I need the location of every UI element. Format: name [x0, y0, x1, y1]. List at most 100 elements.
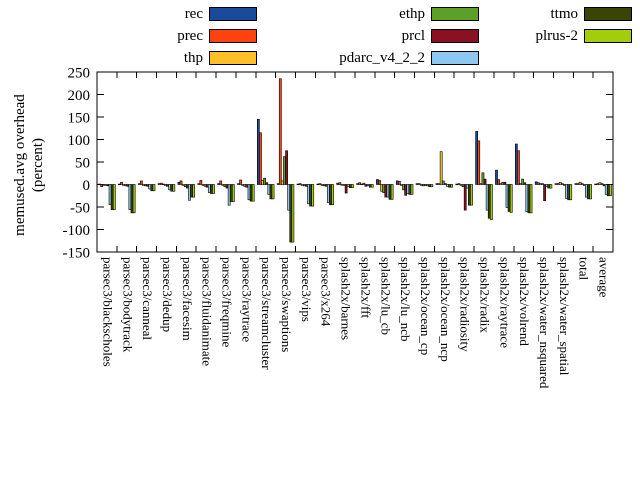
- bar-pdarc_v4_2_2-splash2x-lu-ncb: [406, 184, 410, 194]
- bar-thp-parsec3-fluidanimate: [201, 184, 205, 186]
- bar-thp-parsec3-vips: [300, 184, 304, 186]
- x-category-label: splash2x/barnes: [339, 257, 354, 340]
- bar-ethp-parsec3-streamcluster: [263, 177, 266, 185]
- bar-thp-parsec3-facesim: [181, 184, 185, 186]
- bar-ttmo-splash2x-raytrace: [507, 184, 511, 212]
- bar-pdarc_v4_2_2-splash2x-volrend: [525, 184, 529, 212]
- bar-prec-splash2x-barnes: [338, 182, 342, 185]
- bar-prec-total: [576, 183, 580, 185]
- bar-prec-splash2x-ocean-cp: [417, 183, 421, 185]
- x-category-label: parsec3/dedup: [160, 257, 175, 332]
- bar-prcl-splash2x-lu-cb: [384, 184, 388, 198]
- bar-ethp-splash2x-water-nsquared: [541, 183, 544, 185]
- bar-prec-parsec3-bodytrack: [120, 181, 123, 185]
- bar-thp-splash2x-lu-ncb: [400, 184, 403, 186]
- y-tick-label: 50: [75, 156, 90, 172]
- y-tick-label: 0: [83, 178, 91, 194]
- bar-plrus-2-parsec3-freqmine: [232, 184, 235, 202]
- bar-pdarc_v4_2_2-splash2x-radiosity: [465, 184, 469, 189]
- bar-plrus-2-parsec3-fluidanimate: [212, 184, 215, 194]
- bar-rec-splash2x-volrend: [514, 143, 518, 185]
- bar-plrus-2-total: [589, 184, 592, 200]
- bar-prec-splash2x-lu-cb: [378, 180, 381, 185]
- bar-plrus-2-splash2x-water-spatial: [569, 184, 573, 201]
- bar-prcl-parsec3-freqmine: [225, 184, 229, 189]
- bar-pdarc_v4_2_2-splash2x-ocean-ncp: [446, 184, 449, 187]
- legend-entry-rec: rec: [55, 6, 257, 22]
- legend-entry-prcl: prcl: [277, 28, 479, 44]
- bar-ttmo-splash2x-water-spatial: [567, 184, 570, 201]
- bar-ethp-splash2x-lu-ncb: [402, 184, 405, 191]
- legend-swatch-plrus-2: [584, 29, 632, 43]
- bar-pdarc_v4_2_2-splash2x-radix: [485, 184, 489, 211]
- legend-swatch-prec: [209, 29, 257, 43]
- bar-ethp-splash2x-water-spatial: [560, 183, 564, 185]
- bar-plrus-2-parsec3-dedup: [172, 184, 176, 192]
- bar-pdarc_v4_2_2-parsec3-vips: [307, 184, 310, 205]
- bar-thp-parsec3-streamcluster: [261, 180, 264, 185]
- x-category-label: parsec3/x264: [319, 257, 334, 327]
- bar-prec-parsec3-fluidanimate: [199, 180, 203, 185]
- bar-prec-parsec3-swaptions: [278, 78, 282, 185]
- bar-ttmo-splash2x-ocean-ncp: [448, 184, 451, 188]
- bar-rec-splash2x-barnes: [336, 182, 340, 185]
- bar-prcl-splash2x-fft: [364, 184, 368, 187]
- bar-plrus-2-parsec3-x264: [331, 184, 334, 206]
- bar-ttmo-parsec3-dedup: [170, 184, 174, 192]
- bar-ttmo-average: [606, 184, 610, 197]
- bar-prec-parsec3-streamcluster: [259, 132, 262, 185]
- bar-ethp-total: [580, 183, 584, 185]
- legend-label-rec: rec: [184, 5, 203, 22]
- bar-prec-parsec3-vips: [298, 183, 302, 185]
- bar-plrus-2-parsec3-canneal: [152, 184, 156, 192]
- bar-ttmo-parsec3-bodytrack: [130, 184, 134, 214]
- bar-ttmo-splash2x-lu-ncb: [408, 184, 412, 195]
- legend-label-ethp: ethp: [399, 5, 425, 22]
- bar-pdarc_v4_2_2-parsec3-blackscholes: [108, 184, 112, 206]
- bar-prcl-parsec3-vips: [305, 184, 308, 187]
- bar-rec-parsec3-blackscholes: [98, 183, 101, 186]
- bar-ethp-parsec3-canneal: [144, 184, 147, 187]
- bar-ethp-parsec3-x264: [322, 184, 326, 187]
- legend-entry-ttmo: ttmo: [431, 6, 632, 22]
- bar-pdarc_v4_2_2-average: [604, 184, 608, 195]
- bar-ttmo-parsec3-raytrace: [249, 184, 253, 202]
- y-tick-label: 150: [68, 111, 91, 127]
- bar-ttmo-splash2x-water-nsquared: [547, 184, 551, 189]
- bar-thp-splash2x-barnes: [340, 184, 344, 186]
- bar-thp-parsec3-dedup: [161, 183, 165, 186]
- legend-label-ttmo: ttmo: [550, 5, 578, 22]
- bar-ttmo-splash2x-radiosity: [468, 184, 471, 206]
- bar-ethp-splash2x-radiosity: [461, 184, 465, 188]
- bar-rec-splash2x-lu-ncb: [395, 180, 399, 185]
- bar-prec-average: [596, 183, 600, 185]
- y-tick-label: -50: [70, 201, 90, 217]
- bar-plrus-2-parsec3-swaptions: [291, 184, 295, 243]
- bar-thp-parsec3-swaptions: [281, 180, 284, 185]
- y-tick-label: -150: [63, 246, 91, 262]
- x-category-label: parsec3/streamcluster: [259, 257, 274, 370]
- bar-rec-total: [574, 183, 578, 185]
- bar-prec-splash2x-fft: [358, 182, 362, 185]
- bar-ethp-splash2x-volrend: [521, 178, 524, 185]
- bar-thp-parsec3-bodytrack: [122, 184, 125, 186]
- legend-entry-plrus-2: plrus-2: [431, 28, 632, 44]
- bar-rec-parsec3-raytrace: [237, 183, 240, 185]
- bar-rec-parsec3-vips: [296, 183, 300, 186]
- bar-plrus-2-splash2x-fft: [370, 184, 374, 188]
- bar-plrus-2-splash2x-lu-cb: [390, 184, 394, 200]
- x-category-label: parsec3/raytrace: [239, 257, 254, 342]
- x-category-label: splash2x/ocean_ncp: [438, 257, 453, 362]
- bar-prcl-splash2x-water-nsquared: [543, 184, 546, 202]
- legend-entry-pdarc_v4_2_2: pdarc_v4_2_2: [277, 50, 479, 66]
- bar-plrus-2-splash2x-raytrace: [509, 184, 513, 213]
- bar-ethp-parsec3-raytrace: [243, 184, 247, 187]
- bar-prcl-splash2x-ocean-cp: [424, 184, 427, 186]
- bar-pdarc_v4_2_2-parsec3-raytrace: [247, 184, 251, 201]
- bar-plrus-2-splash2x-water-nsquared: [549, 184, 553, 189]
- bar-ttmo-parsec3-canneal: [150, 184, 154, 192]
- x-category-label: splash2x/radiosity: [458, 257, 473, 352]
- bar-prec-splash2x-radiosity: [457, 183, 461, 185]
- bar-pdarc_v4_2_2-total: [585, 184, 588, 198]
- bar-prec-parsec3-raytrace: [239, 179, 242, 185]
